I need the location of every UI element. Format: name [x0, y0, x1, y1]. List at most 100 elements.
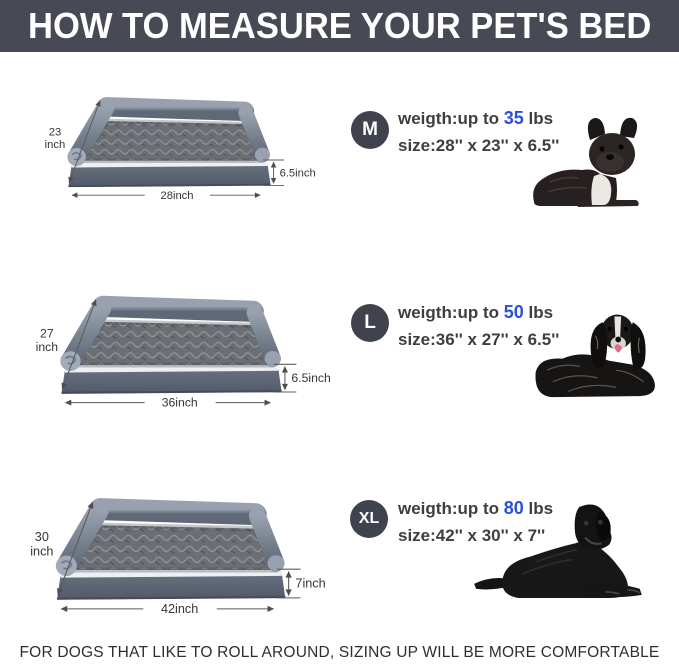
bed-height-value: 27 [40, 326, 54, 340]
dog-eye-right [623, 326, 629, 332]
height-dimension-line [61, 299, 97, 390]
size-line: size:36'' x 27'' x 6.5'' [398, 330, 560, 349]
bed-figure-m: 23 inch 28inch 6.5inch [45, 97, 316, 202]
height-dimension-line [68, 100, 101, 184]
bed-bolster-right [238, 105, 270, 163]
bed-mat [81, 121, 261, 161]
size-badge-letter: XL [358, 510, 380, 527]
bed-illustration [60, 295, 282, 394]
spec-block-xl: weigth:up to 80 lbs size:42'' x 30'' x 7… [398, 495, 553, 549]
weight-suffix: lbs [523, 303, 554, 322]
bed-width-label: 28inch [160, 190, 193, 202]
bed-piping [60, 568, 282, 578]
bed-figure-l: 27 inch 36inch 6.5inch [36, 295, 331, 410]
bed-base-shadow [61, 390, 282, 394]
bed-dimensions: 30 inch 42inch 7inch [30, 501, 326, 616]
bed-bolster-back [92, 295, 264, 322]
cocker-spaniel-photo [535, 314, 655, 398]
bed-illustration [67, 97, 271, 188]
weight-value: 80 [503, 498, 524, 518]
bed-height-unit: inch [36, 340, 58, 354]
bed-dimensions: 27 inch 36inch 6.5inch [36, 299, 331, 410]
bolster-endcap-right [264, 350, 281, 367]
dog-tongue [614, 344, 623, 353]
page-title: HOW TO MEASURE YOUR PET'S BED [27, 5, 652, 46]
bed-illustration [55, 498, 286, 600]
dog-eye-right [618, 144, 624, 150]
dog-eye-left [599, 146, 605, 152]
bed-figure-xl: 30 inch 42inch 7inch [30, 498, 326, 616]
bolster-endcap-right [267, 555, 285, 572]
dog-ear-speckles [594, 335, 640, 354]
weight-prefix: weigth:up to [398, 303, 504, 322]
dog-ear-left [590, 322, 608, 369]
dog-muzzle [610, 336, 626, 351]
dog-shoulder-highlight [522, 548, 578, 575]
dog-chest-patch [591, 174, 612, 205]
weight-value: 35 [503, 108, 524, 128]
bed-mat [75, 321, 271, 366]
header-banner: HOW TO MEASURE YOUR PET'S BED [0, 0, 679, 52]
footer-note: FOR DOGS THAT LIKE TO ROLL AROUND, SIZIN… [0, 644, 679, 662]
dog-ear [595, 512, 611, 541]
weight-prefix: weigth:up to [398, 109, 504, 128]
size-line: size:42'' x 30'' x 7'' [398, 526, 546, 545]
bed-base-shadow [68, 183, 271, 188]
bed-width-label: 42inch [161, 602, 198, 616]
dog-brindle-mark [547, 176, 587, 193]
weight-suffix: lbs [523, 109, 554, 128]
weight-suffix: lbs [523, 499, 554, 518]
dog-fur-waves [546, 364, 644, 392]
height-dimension-line [57, 501, 94, 596]
size-badge-letter: L [364, 312, 376, 333]
bed-base [61, 369, 282, 394]
dog-front-legs [585, 583, 642, 598]
footer-text: FOR DOGS THAT LIKE TO ROLL AROUND, SIZIN… [19, 644, 660, 661]
dog-muzzle-gray [584, 536, 602, 545]
bed-depth-label: 6.5inch [280, 167, 316, 179]
bed-base [57, 574, 286, 600]
black-labrador-photo [474, 504, 642, 598]
bed-piping [71, 159, 268, 168]
size-badge-l: L [351, 304, 389, 342]
weight-line: weigth:up to 50 lbs [398, 299, 559, 326]
weight-line: weigth:up to 80 lbs [398, 495, 553, 522]
bed-base [68, 164, 271, 187]
dog-nose [606, 154, 614, 160]
dog-eye-left [583, 520, 589, 526]
bed-base-shadow [57, 595, 286, 600]
bed-bolster-back [89, 498, 267, 526]
dog-eye-left [607, 326, 612, 332]
dog-muzzle [596, 152, 624, 172]
dog-blaze [614, 316, 622, 338]
bed-depth-label: 7inch [295, 577, 325, 591]
dog-body [502, 539, 628, 598]
bed-width-label: 36inch [162, 396, 198, 410]
dog-ear-left [587, 118, 605, 140]
bed-bolster-right [246, 304, 281, 367]
bed-bolster-back [96, 97, 255, 122]
size-line: size:28'' x 23'' x 6.5'' [398, 136, 560, 155]
weight-value: 50 [503, 302, 524, 322]
weight-prefix: weigth:up to [398, 499, 504, 518]
french-bulldog-photo [533, 117, 639, 207]
bed-mat [71, 525, 274, 570]
weight-line: weigth:up to 35 lbs [398, 105, 559, 132]
dog-nose [615, 336, 622, 343]
size-badge-xl: XL [350, 500, 388, 538]
bed-bolster-right [248, 507, 285, 572]
dog-eye-right [598, 519, 603, 525]
bed-piping [64, 363, 279, 373]
bed-height-value: 30 [35, 530, 49, 544]
bed-height-unit: inch [30, 545, 53, 559]
bolster-endcap-right [254, 147, 270, 162]
bed-depth-label: 6.5inch [291, 371, 330, 385]
size-badge-letter: M [362, 119, 378, 140]
size-badge-m: M [351, 111, 389, 149]
spec-block-m: weigth:up to 35 lbs size:28'' x 23'' x 6… [398, 105, 559, 159]
spec-block-l: weigth:up to 50 lbs size:36'' x 27'' x 6… [398, 299, 559, 353]
dog-paw-highlight [605, 589, 641, 595]
bed-height-unit: inch [45, 139, 66, 151]
dog-ear-right [620, 117, 638, 138]
